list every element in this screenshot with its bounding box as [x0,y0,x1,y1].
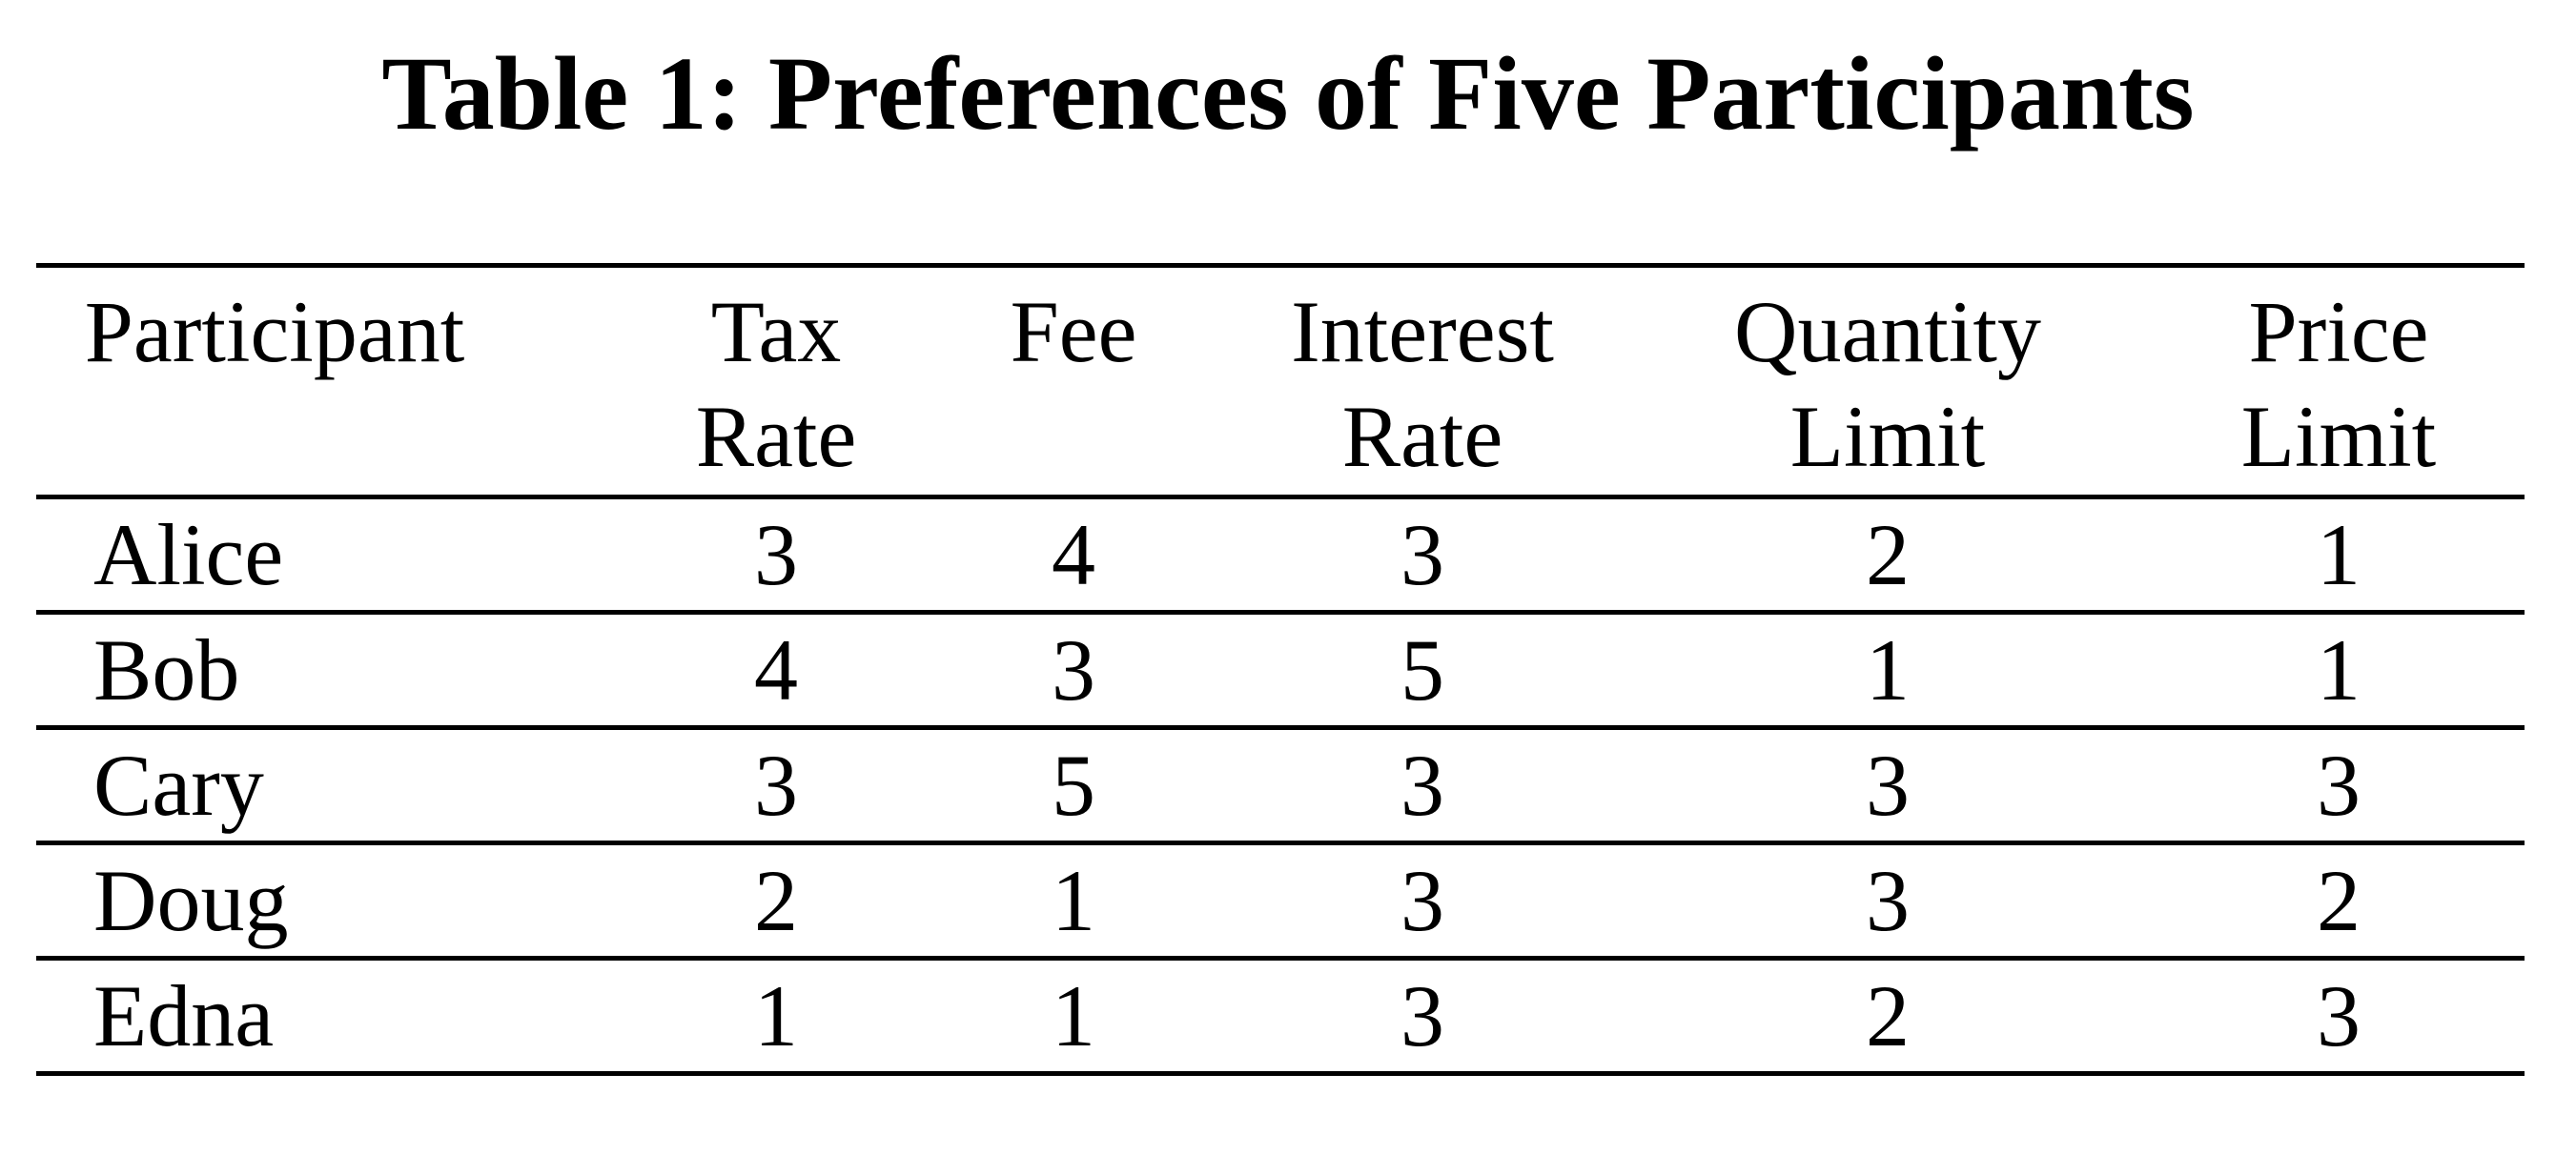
table-title: Table 1: Preferences of Five Participant… [381,35,2195,152]
header-line: Limit [2240,388,2437,485]
cell-price-limit: 1 [2317,621,2361,719]
header-interest-rate: Interest Rate [1222,266,1623,497]
cell-tax-rate: 4 [754,621,798,719]
cell-fee: 3 [1052,621,1095,719]
header-participant: Participant [36,266,627,497]
cell-tax-rate: 3 [754,737,798,834]
cell-interest-rate: 3 [1400,737,1444,834]
header-line: Rate [695,388,857,485]
cell-quantity-limit: 2 [1866,967,1910,1064]
participant-name: Doug [93,852,289,949]
header-tax-rate: Tax Rate [627,266,925,497]
cell-interest-rate: 3 [1400,852,1444,949]
header-line: Rate [1341,388,1503,485]
cell-quantity-limit: 2 [1866,506,1910,603]
header-line: Price [2248,283,2429,380]
cell-quantity-limit: 3 [1866,737,1910,834]
cell-price-limit: 3 [2317,737,2361,834]
cell-quantity-limit: 3 [1866,852,1910,949]
table-row: Cary 3 5 3 3 3 [36,728,2525,843]
cell-interest-rate: 3 [1400,506,1444,603]
cell-fee: 4 [1052,506,1095,603]
header-line: Participant [84,283,465,380]
table-row: Doug 2 1 3 3 2 [36,843,2525,959]
cell-fee: 5 [1052,737,1095,834]
cell-fee: 1 [1052,967,1095,1064]
table-row: Bob 4 3 5 1 1 [36,613,2525,728]
participant-name: Cary [93,737,264,834]
cell-tax-rate: 3 [754,506,798,603]
cell-fee: 1 [1052,852,1095,949]
header-line: Quantity [1734,283,2041,380]
header-fee: Fee [925,266,1222,497]
cell-price-limit: 2 [2317,852,2361,949]
preferences-table-container: Participant Tax Rate Fee Interest Rate Q [36,263,2525,1076]
participant-name: Alice [93,506,284,603]
cell-tax-rate: 2 [754,852,798,949]
participant-name: Bob [93,621,240,719]
header-quantity-limit: Quantity Limit [1623,266,2153,497]
table-row: Alice 3 4 3 2 1 [36,497,2525,613]
header-line: Tax [710,283,842,380]
header-line: Fee [1010,283,1137,380]
cell-interest-rate: 5 [1400,621,1444,719]
cell-price-limit: 1 [2317,506,2361,603]
cell-interest-rate: 3 [1400,967,1444,1064]
cell-quantity-limit: 1 [1866,621,1910,719]
table-row: Edna 1 1 3 2 3 [36,959,2525,1074]
preferences-table: Participant Tax Rate Fee Interest Rate Q [36,263,2525,1076]
cell-price-limit: 3 [2317,967,2361,1064]
header-price-limit: Price Limit [2153,266,2525,497]
table-header-row: Participant Tax Rate Fee Interest Rate Q [36,265,2525,497]
cell-tax-rate: 1 [754,967,798,1064]
header-line: Interest [1291,283,1554,380]
header-line: Limit [1789,388,1986,485]
participant-name: Edna [93,967,275,1064]
